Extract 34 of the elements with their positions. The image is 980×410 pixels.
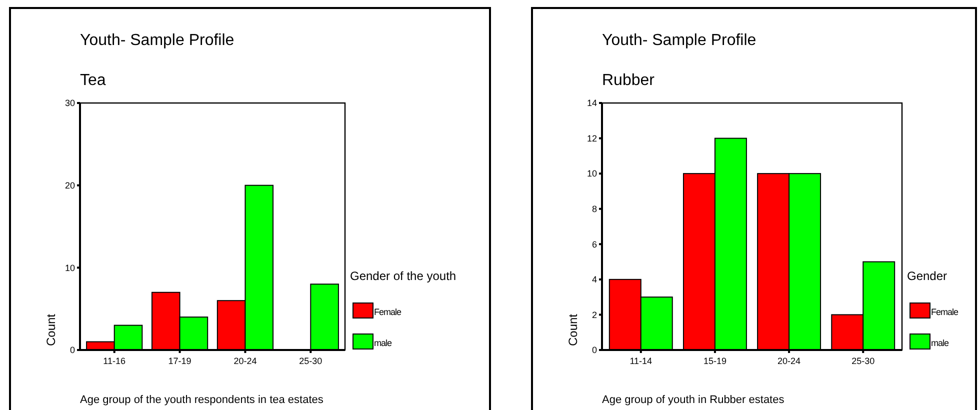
y-tick-label: 0 [70, 345, 75, 356]
chart-subtitle: Tea [80, 72, 106, 89]
legend-label: male [931, 338, 949, 348]
x-tick-label: 11-14 [630, 356, 652, 366]
x-tick-label: 11-16 [103, 356, 126, 366]
y-tick-label: 0 [592, 345, 597, 356]
x-tick-label: 17-19 [168, 356, 192, 366]
x-tick-label: 20-24 [234, 356, 257, 366]
x-tick-label: 20-24 [778, 356, 801, 366]
chart-title: Youth- Sample Profile [80, 32, 234, 49]
x-tick-label: 25-30 [299, 356, 322, 366]
y-tick-label: 8 [592, 204, 597, 214]
y-tick-label: 10 [64, 262, 75, 273]
y-tick-label: 14 [586, 98, 597, 108]
x-tick-label: 15-19 [703, 356, 726, 366]
y-tick-label: 10 [586, 168, 597, 179]
y-tick-label: 30 [64, 98, 75, 108]
legend-title: Gender [907, 269, 948, 283]
x-axis-title: Age group of youth in Rubber estates [602, 394, 785, 406]
y-tick-label: 20 [64, 180, 75, 190]
y-axis-title: Count [44, 313, 58, 346]
legend-title: Gender of the youth [350, 269, 456, 283]
chart-title: Youth- Sample Profile [602, 32, 756, 49]
legend-label: Female [374, 307, 402, 317]
y-axis-title: Count [566, 313, 580, 346]
legend-label: Female [931, 307, 959, 317]
y-tick-label: 12 [586, 133, 597, 144]
legend-label: male [374, 338, 392, 348]
x-axis-title: Age group of the youth respondents in tea estates [80, 394, 324, 406]
y-tick-label: 6 [592, 239, 597, 250]
y-tick-label: 2 [592, 310, 597, 320]
x-tick-label: 25-30 [852, 356, 875, 366]
chart-subtitle: Rubber [602, 72, 656, 89]
y-tick-label: 4 [592, 274, 597, 285]
